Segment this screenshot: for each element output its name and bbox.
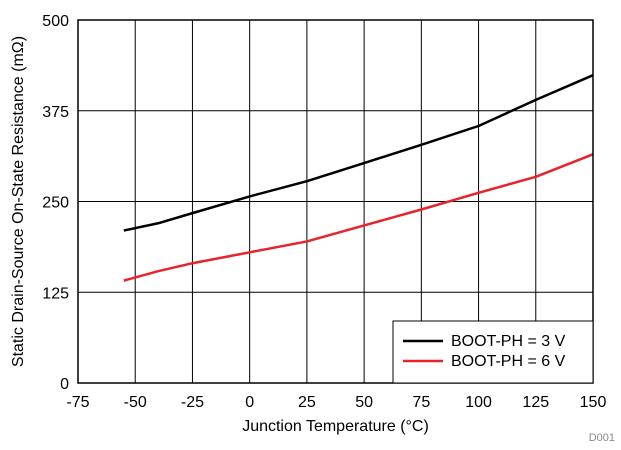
y-axis-ticks: 0 125 250 375 500 [42,13,69,393]
y-tick-label: 250 [42,195,69,212]
x-tick-label: 50 [355,394,373,411]
y-tick-label: 0 [60,376,69,393]
legend-label-series-1: BOOT-PH = 3 V [451,333,566,350]
x-tick-label: -25 [181,394,204,411]
x-axis-ticks: -75 -50 -25 0 25 50 75 100 125 150 [66,394,606,411]
x-tick-label: 100 [465,394,492,411]
series-line-1 [123,74,594,232]
x-tick-label: 25 [298,394,316,411]
plot-frame [77,19,594,384]
x-tick-label: -50 [124,394,147,411]
legend-box [392,320,594,384]
legend-label-series-2: BOOT-PH = 6 V [451,353,566,370]
legend: BOOT-PH = 3 V BOOT-PH = 6 V [392,320,594,384]
y-tick-label: 500 [42,13,69,30]
x-tick-label: 0 [245,394,254,411]
x-tick-label: 125 [522,394,549,411]
x-tick-label: -75 [66,394,89,411]
series-layer [123,74,594,282]
grid [78,20,593,383]
figure-id-annotation: D001 [589,432,615,444]
x-tick-label: 150 [580,394,607,411]
x-tick-label: 75 [412,394,430,411]
x-axis-label: Junction Temperature (°C) [242,418,429,435]
y-axis-label: Static Drain-Source On-State Resistance … [10,36,27,367]
y-tick-label: 125 [42,285,69,302]
series-line-2 [123,153,594,282]
y-tick-label: 375 [42,104,69,121]
